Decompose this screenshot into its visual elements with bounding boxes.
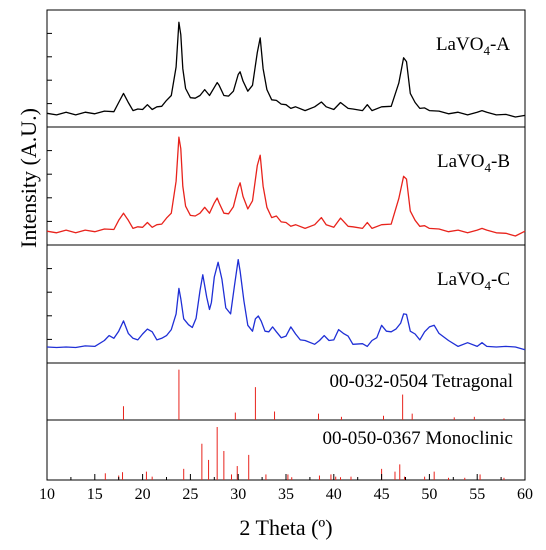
y-axis-label: Intensity (A.U.): [16, 108, 41, 248]
series-line-LaVO4-C: [46, 258, 526, 351]
x-axis: 10 15 20 25 30 35 40 45 50 55 60: [39, 474, 533, 503]
panel-frame: [46, 244, 526, 364]
panel-frame: [46, 126, 526, 246]
series-line-LaVO4-A: [46, 21, 526, 118]
x-tick-label: 20: [135, 486, 151, 503]
x-tick-label: 30: [230, 486, 246, 503]
x-tick-label: 55: [469, 486, 485, 503]
series-line-LaVO4-B: [46, 136, 526, 237]
x-axis-label: 2 Theta (º): [239, 515, 332, 540]
panel-frame: [46, 9, 526, 128]
x-tick-label: 35: [278, 486, 294, 503]
x-tick-label: 15: [87, 486, 103, 503]
x-tick-label: 45: [374, 486, 390, 503]
series-label: LaVO4-A: [436, 34, 510, 58]
series-label: LaVO4-B: [437, 151, 510, 175]
reference-label: 00-032-0504 Tetragonal: [329, 371, 513, 392]
panels: [46, 9, 526, 481]
x-tick-label: 60: [517, 486, 533, 503]
x-tick-label: 25: [182, 486, 198, 503]
x-tick-label: 10: [39, 486, 55, 503]
x-tick-label: 50: [421, 486, 437, 503]
series-label: LaVO4-C: [437, 269, 510, 293]
chart-marks: LaVO4-A LaVO4-B LaVO4-C 00-032-0504 Tetrago…: [46, 21, 526, 480]
reference-label: 00-050-0367 Monoclinic: [322, 428, 513, 449]
x-tick-label: 40: [326, 486, 342, 503]
